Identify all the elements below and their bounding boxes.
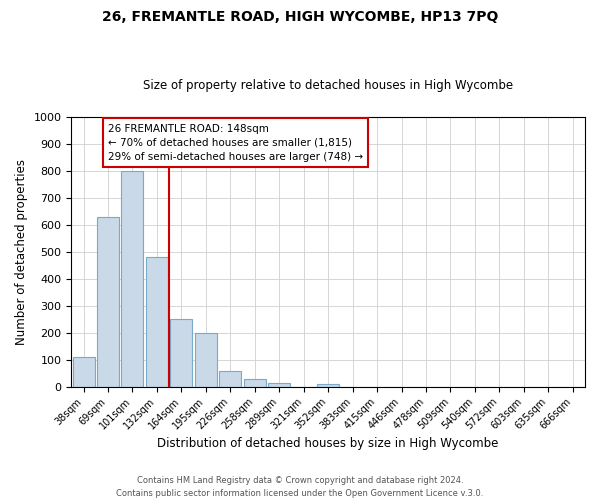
Bar (146, 257, 168, 386)
Bar (170, 319, 193, 386)
Bar (268, 382, 290, 386)
Text: 26 FREMANTLE ROAD: 148sqm
← 70% of detached houses are smaller (1,815)
29% of se: 26 FREMANTLE ROAD: 148sqm ← 70% of detac… (108, 124, 363, 162)
Bar (121, 171, 143, 386)
Bar (317, 384, 339, 386)
Bar (73, 357, 95, 386)
Bar (244, 378, 266, 386)
Bar (219, 370, 241, 386)
Text: Contains HM Land Registry data © Crown copyright and database right 2024.
Contai: Contains HM Land Registry data © Crown c… (116, 476, 484, 498)
Title: Size of property relative to detached houses in High Wycombe: Size of property relative to detached ho… (143, 79, 513, 92)
Text: 26, FREMANTLE ROAD, HIGH WYCOMBE, HP13 7PQ: 26, FREMANTLE ROAD, HIGH WYCOMBE, HP13 7… (102, 10, 498, 24)
Y-axis label: Number of detached properties: Number of detached properties (15, 158, 28, 344)
Bar (195, 332, 217, 386)
Bar (97, 216, 119, 386)
X-axis label: Distribution of detached houses by size in High Wycombe: Distribution of detached houses by size … (157, 437, 499, 450)
